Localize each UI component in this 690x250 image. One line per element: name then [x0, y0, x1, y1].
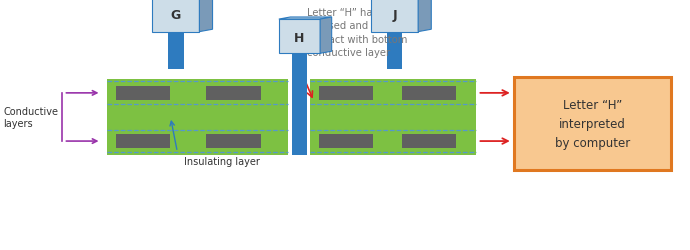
- Text: H: H: [294, 32, 305, 45]
- Polygon shape: [279, 18, 332, 20]
- Bar: [402, 86, 456, 101]
- Text: Letter “H” has been
pressed and now makes
contact with bottom
conductive layer: Letter “H” has been pressed and now make…: [307, 8, 428, 58]
- Bar: [310, 80, 476, 107]
- Text: Insulating layer: Insulating layer: [184, 156, 260, 166]
- Text: J: J: [393, 8, 397, 22]
- Bar: [116, 134, 170, 148]
- Text: Conductive
layers: Conductive layers: [3, 106, 59, 129]
- Bar: [279, 20, 320, 54]
- Bar: [107, 80, 288, 107]
- Text: G: G: [171, 8, 181, 22]
- Bar: [387, 32, 402, 70]
- Bar: [319, 134, 373, 148]
- Bar: [310, 128, 476, 155]
- Bar: [168, 32, 184, 70]
- Bar: [514, 78, 671, 170]
- Polygon shape: [199, 0, 213, 32]
- Bar: [371, 0, 418, 32]
- Bar: [107, 107, 288, 128]
- Bar: [206, 86, 261, 101]
- Polygon shape: [320, 18, 332, 54]
- Bar: [152, 0, 199, 32]
- Bar: [402, 134, 456, 148]
- Bar: [319, 86, 373, 101]
- Bar: [107, 128, 288, 155]
- Polygon shape: [418, 0, 431, 32]
- Bar: [310, 107, 476, 128]
- Bar: [292, 51, 307, 155]
- Bar: [116, 86, 170, 101]
- Bar: [206, 134, 261, 148]
- Text: Letter “H”
interpreted
by computer: Letter “H” interpreted by computer: [555, 98, 631, 149]
